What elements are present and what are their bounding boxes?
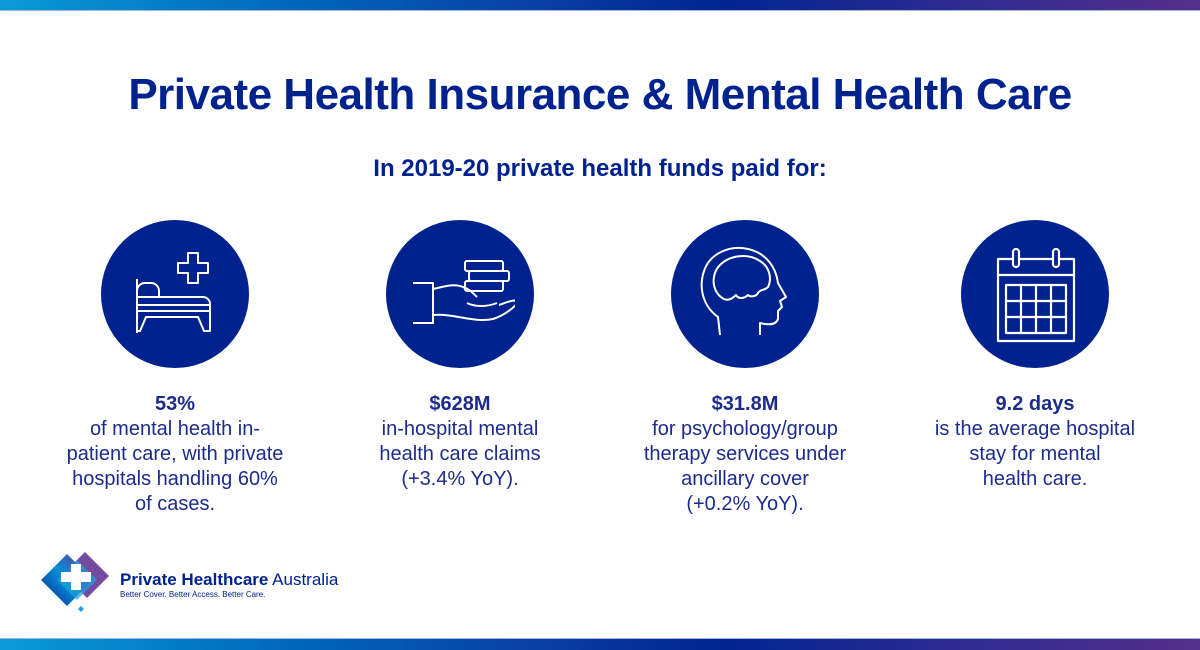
top-gradient-bar — [0, 0, 1200, 11]
page-title: Private Health Insurance & Mental Health… — [128, 70, 1072, 119]
stat-inpatient-care: 53% of mental health in- patient care, w… — [25, 220, 325, 517]
stat-icon-circle — [386, 220, 534, 368]
page-subtitle: In 2019-20 private health funds paid for… — [373, 155, 827, 182]
stat-average-stay: 9.2 days is the average hospital stay fo… — [885, 220, 1185, 492]
brand-logo: Private Healthcare Australia Better Cove… — [37, 550, 357, 620]
stat-description: for psychology/group therapy services un… — [643, 418, 847, 515]
stat-description: is the average hospital stay for mental … — [934, 418, 1136, 490]
hand-coins-icon — [413, 260, 515, 324]
brand-name-bold: Private Healthcare — [120, 570, 269, 589]
brand-name-light: Australia — [268, 570, 339, 589]
cross-diamond-logo-icon — [41, 552, 109, 612]
stat-description: in-hospital mental health care claims (+… — [379, 418, 541, 490]
stat-value: 53% — [154, 393, 196, 415]
hospital-bed-icon — [136, 252, 211, 333]
calendar-icon — [996, 247, 1076, 343]
stat-icon-circle — [961, 220, 1109, 368]
stat-icon-circle — [101, 220, 249, 368]
stat-value: $628M — [429, 393, 491, 415]
brand-name: Private Healthcare Australia — [120, 570, 338, 590]
stat-icon-circle — [671, 220, 819, 368]
stat-value: 9.2 days — [995, 393, 1075, 415]
stat-hospital-claims: $628M in-hospital mental health care cla… — [310, 220, 610, 492]
stat-description: of mental health in- patient care, with … — [66, 418, 284, 515]
stat-value: $31.8M — [711, 393, 779, 415]
brand-tagline: Better Cover. Better Access. Better Care… — [120, 590, 266, 599]
stat-psychology-services: $31.8M for psychology/group therapy serv… — [595, 220, 895, 517]
head-brain-icon — [700, 247, 787, 336]
bottom-gradient-bar — [0, 638, 1200, 650]
